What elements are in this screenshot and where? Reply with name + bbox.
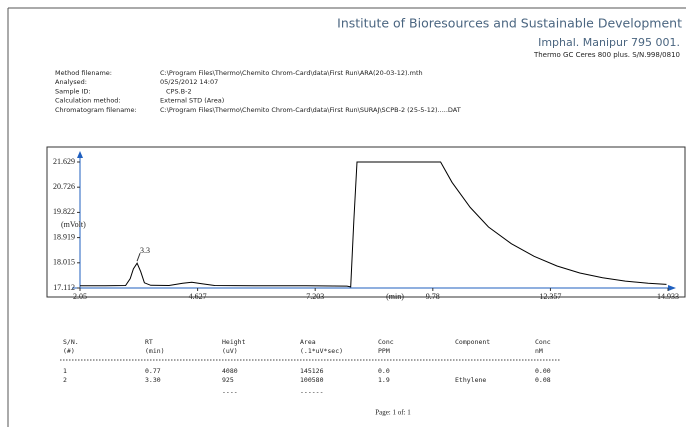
chart-frame [46,146,686,298]
y-axis-arrow [77,151,83,158]
column-header: Height [222,338,246,346]
institute: Institute of Bioresources and Sustainabl… [337,16,682,31]
meta-value: CPS.B-2 [166,87,192,95]
table-cell: 2 [63,376,67,384]
column-header: (min) [145,347,165,355]
y-tick-label: 18.015 [53,258,75,267]
table-cell: Ethylene [455,376,486,384]
column-header: Conc [535,338,551,346]
meta-value: C:\Program Files\Thermo\Chemito Chrom-Ca… [160,69,423,77]
x-tick-label: 9.78 [426,292,440,301]
y-tick-label: 18.919 [53,232,75,241]
column-header: PPM [378,347,390,355]
x-axis-arrow [668,285,676,291]
instrument: Thermo GC Ceres 800 plus. S/N.998/0810 [533,51,680,59]
meta-value: C:\Program Files\Thermo\Chemito Chrom-Ca… [160,106,461,114]
column-header: Component [455,338,490,346]
column-header: Conc [378,338,394,346]
table-cell: 0.00 [535,367,551,375]
x-tick-label: 14.933 [657,292,679,301]
table-cell: 0.0 [378,367,390,375]
page-footer: Page: 1 of: 1 [375,409,411,417]
x-tick-label: 2.05 [73,292,87,301]
x-tick-label: 12.357 [539,292,561,301]
column-header: nM [535,347,543,355]
y-tick-label: 17.112 [53,283,75,292]
x-tick-label: 4.627 [189,292,207,301]
chromatogram-trace [80,161,667,288]
column-header: (#) [63,347,75,355]
table-cell: 0.08 [535,376,551,384]
y-axis-label: (mVolt) [61,220,86,229]
meta-label: Sample ID: [55,87,91,95]
table-cell: 1 [63,367,67,375]
table-cell: 3.30 [145,376,161,384]
column-header: S/N. [63,338,79,346]
column-header: RT [145,338,153,346]
table-cell: 145126 [300,367,324,375]
y-tick-label: 21.629 [53,157,75,166]
y-tick-label: 20.726 [53,182,75,191]
column-header: (uV) [222,347,238,355]
meta-value: External STD (Area) [160,97,224,105]
meta-label: Method filename: [55,69,112,77]
meta-label: Chromatogram filename: [55,106,137,114]
column-header: Area [300,338,316,346]
table-cell: 0.77 [145,367,161,375]
table-cell: 4080 [222,367,238,375]
total-rule: ---- [222,388,238,396]
table-cell: 1.9 [378,376,390,384]
meta-value: 05/25/2012 14:07 [160,78,218,86]
table-cell: 100580 [300,376,324,384]
x-tick-label: 7.203 [306,292,324,301]
x-axis-label: (min) [386,292,404,301]
column-header: (.1*uV*sec) [300,347,343,355]
peak-label: 3.3 [140,246,150,255]
meta-label: Calculation method: [55,97,121,105]
peak-marker [136,253,141,262]
table-cell: 925 [222,376,234,384]
address: Imphal. Manipur 795 001. [538,36,680,49]
meta-label: Analysed: [55,78,87,86]
y-tick-label: 19.822 [53,207,75,216]
total-rule: ------ [300,388,323,396]
